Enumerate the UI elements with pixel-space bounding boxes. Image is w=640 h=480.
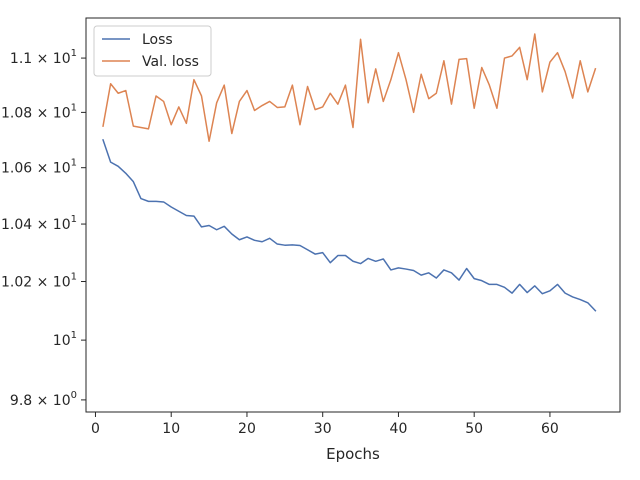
x-tick-label: 20 <box>238 421 256 437</box>
y-tick-label: 1.04 × 101 <box>1 214 77 233</box>
series-line-val-loss <box>102 33 597 143</box>
legend-label: Val. loss <box>142 54 199 70</box>
y-tick-label: 101 <box>53 330 77 349</box>
x-axis-ticks: 0 10 20 30 40 50 60 <box>91 412 559 437</box>
y-tick-label: 1.06 × 101 <box>1 158 77 177</box>
legend: Loss Val. loss <box>93 25 212 77</box>
y-tick-label: 1.1 × 101 <box>10 48 77 67</box>
x-tick-label: 60 <box>541 421 559 437</box>
y-axis-ticks: 9.8 × 100 101 1.02 × 101 1.04 × 101 1.06 × 1… <box>1 48 86 409</box>
series-lines <box>102 33 597 312</box>
y-tick-label: 1.02 × 101 <box>1 272 77 291</box>
x-tick-label: 40 <box>390 421 408 437</box>
y-tick-label: 9.8 × 100 <box>10 390 77 409</box>
series-line-loss <box>102 138 597 312</box>
y-tick-label: 1.08 × 101 <box>1 102 77 121</box>
x-tick-label: 30 <box>314 421 332 437</box>
plot-area <box>85 17 621 413</box>
legend-label: Loss <box>142 32 173 48</box>
x-tick-label: 10 <box>162 421 180 437</box>
x-tick-label: 50 <box>465 421 483 437</box>
x-tick-label: 0 <box>91 421 100 437</box>
x-axis-label: Epochs <box>326 445 380 463</box>
